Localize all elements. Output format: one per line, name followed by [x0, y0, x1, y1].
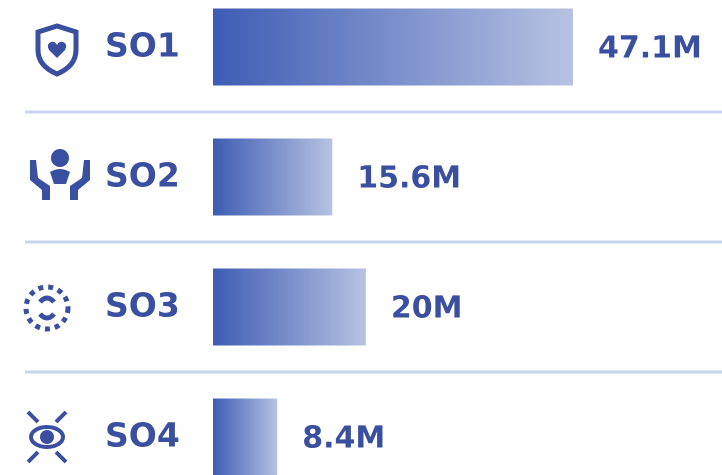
bar [213, 398, 278, 475]
person-head [51, 149, 69, 167]
eye [29, 425, 65, 449]
category-label: SO2 [105, 156, 180, 195]
dotted-circle [23, 284, 71, 332]
icon-cycle [23, 284, 71, 332]
category-label: SO4 [105, 416, 180, 455]
arrows [26, 410, 68, 464]
hand-right [70, 160, 90, 200]
bar [213, 268, 366, 346]
icon-hands [30, 149, 90, 200]
value-label: 20M [391, 291, 463, 326]
icon-focus [26, 410, 68, 464]
icon-shield [35, 23, 79, 77]
hand-left [30, 160, 50, 200]
category-label: SO3 [105, 286, 180, 325]
bar [213, 138, 333, 216]
arrows [38, 295, 56, 321]
category-label: SO1 [105, 26, 180, 65]
value-label: 47.1M [598, 31, 702, 66]
shield [35, 23, 79, 77]
person-body [50, 169, 70, 184]
heart [47, 41, 67, 58]
separators [25, 110, 722, 374]
bar [213, 8, 573, 86]
pupil [40, 430, 54, 444]
value-label: 15.6M [357, 161, 461, 196]
value-label: 8.4M [302, 421, 385, 456]
